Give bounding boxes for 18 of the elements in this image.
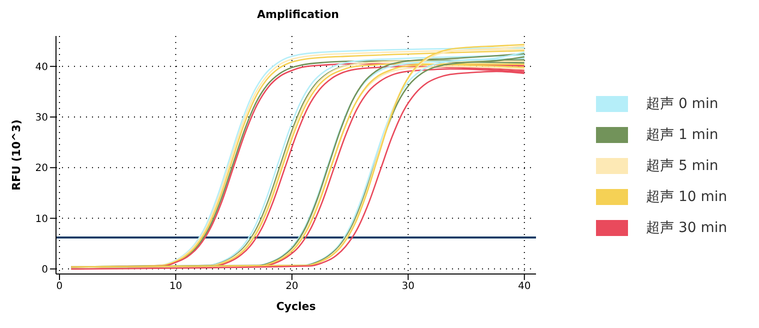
x-axis-title: Cycles (276, 300, 316, 313)
chart-title: Amplification (256, 8, 340, 23)
legend-label: 超声 30 min (646, 218, 728, 236)
legend-label: 超声 0 min (646, 94, 718, 112)
x-tick-label: 30 (402, 281, 415, 292)
x-tick-label: 40 (518, 281, 531, 292)
legend-label: 超声 1 min (646, 126, 718, 144)
legend-label: 超声 10 min (646, 188, 728, 206)
y-tick-label: 10 (35, 214, 48, 225)
y-axis-title: RFU (10^3) (10, 120, 23, 190)
y-tick-label: 0 (42, 264, 48, 276)
x-tick-label: 20 (286, 281, 298, 292)
y-tick-label: 30 (35, 112, 48, 124)
x-tick-label: 10 (169, 281, 182, 292)
y-tick-label: 20 (35, 163, 48, 174)
x-tick-label: 0 (56, 281, 63, 292)
legend-label: 超声 5 min (646, 156, 718, 174)
y-tick-label: 40 (35, 62, 48, 73)
